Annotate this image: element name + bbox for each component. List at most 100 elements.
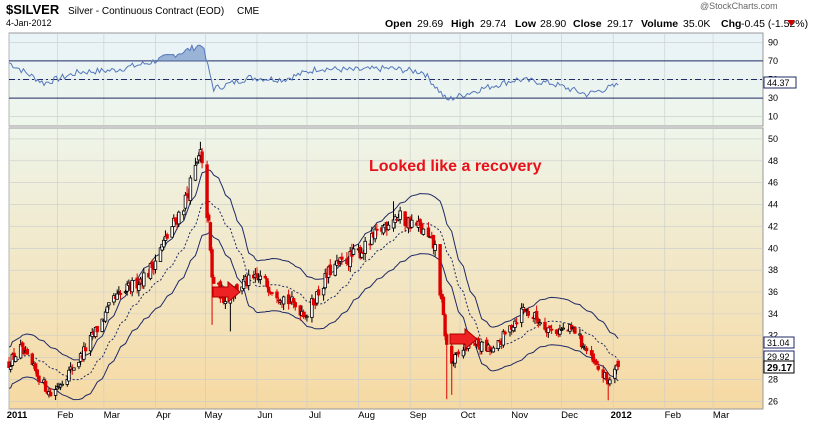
candles	[7, 141, 620, 401]
candle-body	[183, 194, 188, 209]
candle-body	[498, 340, 502, 343]
candle-body	[491, 347, 496, 353]
candle-body	[30, 353, 35, 365]
low-label: Low	[515, 18, 537, 30]
candle-body	[195, 161, 199, 164]
price-tick-label: 32	[768, 331, 778, 341]
candle	[438, 244, 442, 298]
chg-label: Chg	[721, 18, 741, 30]
candle-body	[305, 315, 309, 318]
price-tick-label: 26	[768, 396, 778, 406]
candle	[265, 278, 269, 289]
ohlc-readout: Open 29.69 High 29.74 Low 28.90 Close 29…	[385, 18, 808, 30]
candle-body	[266, 286, 271, 293]
candle-body	[438, 244, 442, 296]
candle-body	[410, 219, 414, 228]
candle-body	[608, 379, 612, 385]
candle	[182, 209, 186, 221]
candle-body	[328, 264, 332, 276]
candle-body	[223, 301, 228, 305]
candle	[363, 237, 367, 261]
candle-body	[170, 226, 174, 238]
price-tag-close: 29.17	[763, 360, 795, 374]
candle-body	[543, 321, 547, 330]
candle	[13, 355, 18, 363]
candle-body	[476, 338, 481, 347]
candle-body	[258, 275, 263, 280]
candle-body	[265, 278, 269, 287]
candle	[95, 325, 99, 338]
candle-body	[559, 329, 564, 331]
watermark: @StockCharts.com	[700, 1, 778, 11]
candle	[137, 281, 141, 297]
candle-body	[53, 389, 58, 396]
exchange: CME	[237, 6, 260, 17]
candle-body	[616, 360, 620, 368]
rsi-tick-label: 90	[768, 37, 778, 47]
candle-body	[426, 227, 431, 238]
candle-body	[513, 320, 517, 328]
candle	[208, 221, 213, 254]
price-tick-label: 36	[768, 287, 778, 297]
candle	[480, 340, 484, 355]
candle-body	[480, 341, 484, 352]
candle	[491, 345, 496, 353]
candle	[538, 319, 542, 327]
time-tick-label: Feb	[665, 410, 681, 421]
price-tag-close-text: 29.17	[767, 363, 792, 374]
candle	[207, 212, 211, 223]
candle	[281, 295, 286, 311]
chart-date: 4-Jan-2012	[6, 18, 52, 28]
symbol: $SILVER	[6, 2, 60, 17]
candle-body	[584, 347, 589, 352]
time-tick-label: Aug	[358, 410, 375, 421]
candle	[188, 175, 193, 205]
candle-body	[37, 375, 41, 383]
candle-body	[88, 334, 93, 352]
candle-body	[118, 292, 123, 295]
candle	[25, 347, 30, 355]
candle-body	[363, 240, 367, 254]
rsi-level-lines	[9, 60, 763, 99]
candle-body	[538, 322, 542, 325]
red-arrow-icon-sep	[449, 327, 478, 351]
candle-body	[514, 322, 519, 325]
candle-body	[35, 369, 39, 377]
candle-body	[275, 291, 279, 299]
candle	[205, 160, 209, 223]
candle-body	[188, 177, 193, 202]
candle	[105, 305, 109, 314]
candle-body	[461, 349, 466, 357]
open-label: Open	[385, 18, 412, 30]
candle	[445, 332, 449, 400]
time-tick-label: Mar	[713, 410, 729, 421]
candle	[37, 375, 41, 386]
candle-body	[83, 347, 88, 352]
candle	[441, 294, 446, 316]
candle-body	[548, 325, 552, 328]
candle-body	[526, 311, 531, 316]
candle-body	[95, 325, 99, 333]
candle-body	[142, 272, 146, 287]
candle	[321, 286, 326, 301]
price-tag-upper-band: 31.04	[763, 336, 795, 349]
time-tick-label: Feb	[57, 410, 73, 421]
candle-body	[20, 342, 25, 347]
candle-body	[25, 349, 30, 355]
time-tick-label: Dec	[561, 410, 578, 421]
time-tick-label: Jul	[309, 410, 321, 421]
candle-body	[450, 345, 454, 364]
time-tick-label: May	[204, 410, 222, 421]
close-value: 29.17	[607, 18, 633, 30]
price-tag-upper-band-text: 31.04	[767, 338, 790, 348]
candle-body	[573, 327, 577, 334]
volume-value: 35.0K	[683, 18, 710, 30]
candle-body	[313, 303, 317, 306]
candle-body	[534, 310, 539, 320]
high-value: 29.74	[480, 18, 506, 30]
candle-body	[594, 360, 599, 365]
candle	[177, 210, 181, 228]
candle-body	[130, 279, 134, 293]
candle-body	[596, 365, 600, 370]
candle-body	[456, 351, 461, 355]
